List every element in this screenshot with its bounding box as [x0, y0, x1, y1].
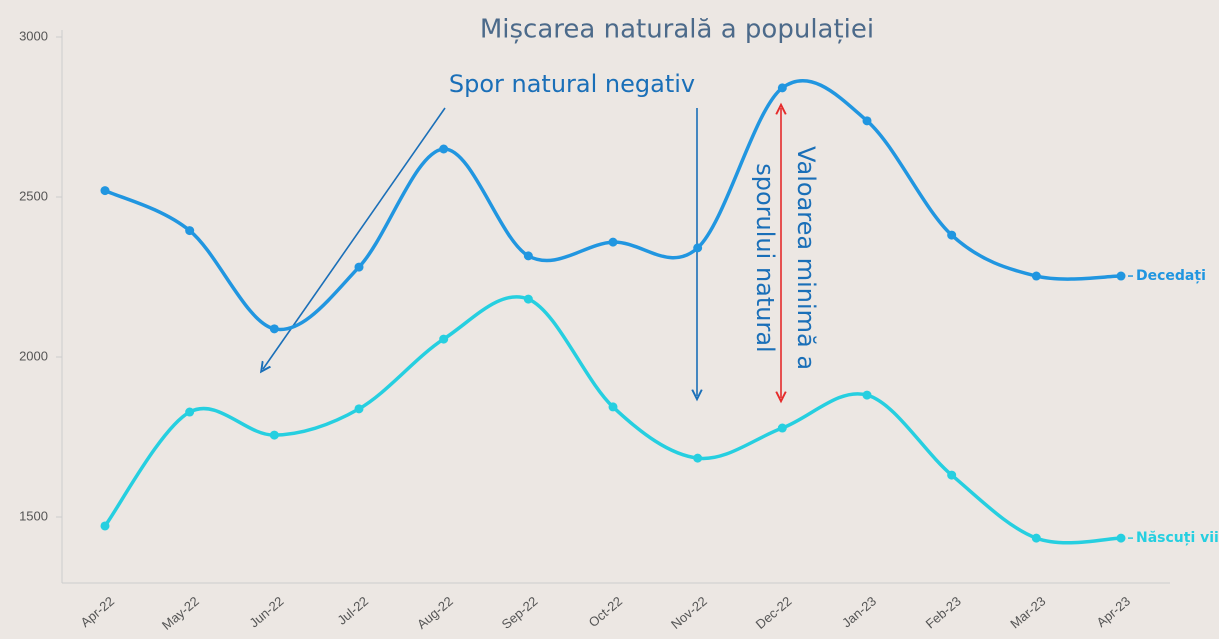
point — [185, 407, 195, 417]
x-tick-label: Oct-22 — [586, 593, 626, 630]
x-tick-label: Mar-23 — [1007, 593, 1048, 631]
x-tick-label: Jul-22 — [334, 593, 371, 627]
point — [269, 324, 279, 334]
point — [947, 470, 957, 480]
point — [269, 430, 279, 440]
point — [862, 116, 872, 126]
y-tick-label: 2000 — [19, 348, 48, 363]
annotation: sporului natural — [751, 163, 779, 352]
legend-label: Născuți vii — [1136, 530, 1219, 546]
annotation: Valoarea minimă a — [792, 146, 820, 370]
point — [608, 237, 618, 247]
point — [523, 251, 533, 261]
point — [354, 404, 364, 414]
point — [1031, 271, 1041, 281]
point — [523, 294, 533, 304]
x-tick-label: Apr-23 — [1094, 593, 1134, 630]
arrow — [263, 107, 446, 369]
point — [185, 226, 195, 236]
line — [104, 79, 1122, 332]
point — [693, 453, 703, 463]
point — [777, 83, 787, 93]
point — [100, 521, 110, 531]
point — [693, 243, 703, 253]
x-tick-label: Dec-22 — [753, 593, 795, 631]
annotation: Spor natural negativ — [449, 70, 695, 98]
point — [1116, 271, 1126, 281]
y-tick-label: 2500 — [19, 188, 48, 203]
x-tick-label: Nov-22 — [668, 593, 710, 631]
point — [100, 186, 110, 196]
x-tick-label: Jun-22 — [246, 593, 286, 630]
point — [777, 423, 787, 433]
x-tick-label: Apr-22 — [78, 593, 118, 630]
x-tick-label: Sep-22 — [499, 593, 541, 631]
line — [103, 295, 1122, 545]
point — [439, 334, 449, 344]
x-tick-label: Jan-23 — [839, 593, 879, 630]
point — [439, 144, 449, 154]
y-tick-label: 1500 — [19, 508, 48, 523]
point — [354, 262, 364, 272]
x-tick-label: Aug-22 — [414, 593, 456, 631]
x-tick-label: Feb-23 — [923, 593, 964, 631]
legend-label: Decedați — [1136, 268, 1206, 284]
point — [1116, 533, 1126, 543]
chart-title: Mișcarea naturală a populației — [480, 15, 874, 45]
point — [862, 390, 872, 400]
y-tick-label: 3000 — [19, 28, 48, 43]
point — [947, 230, 957, 240]
x-tick-label: May-22 — [159, 593, 202, 632]
point — [608, 402, 618, 412]
point — [1031, 533, 1041, 543]
